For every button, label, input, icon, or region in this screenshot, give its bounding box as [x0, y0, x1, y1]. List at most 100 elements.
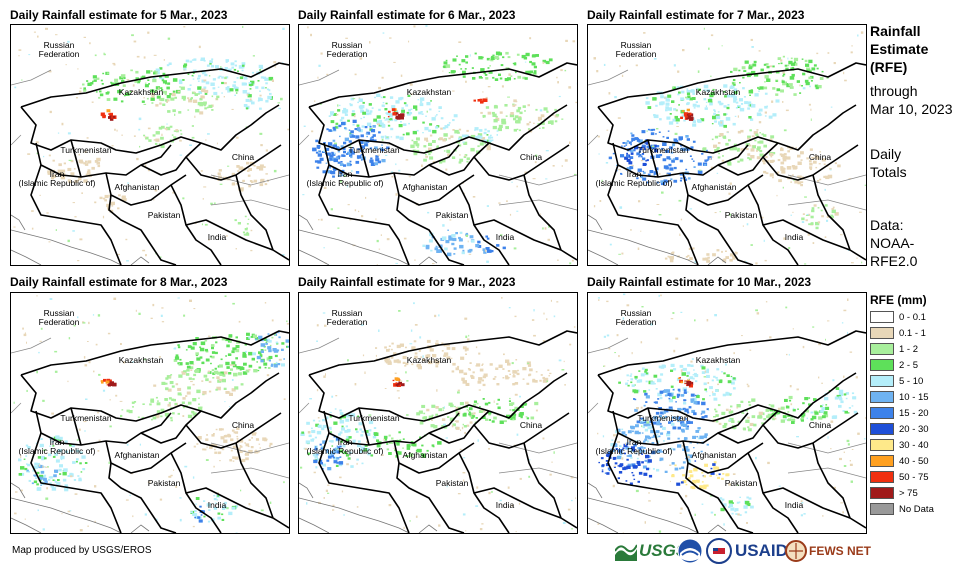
rain-cell — [316, 389, 319, 392]
rain-cell — [357, 440, 361, 443]
country-border — [105, 440, 187, 474]
rain-cell — [229, 88, 234, 92]
rain-cell — [804, 263, 807, 265]
rain-cell — [501, 119, 505, 122]
rain-cell — [498, 364, 503, 368]
label-china: China — [231, 420, 255, 430]
rain-cell — [810, 118, 812, 121]
rain-cell — [156, 416, 159, 419]
rain-cell — [509, 397, 511, 400]
rain-cell — [529, 60, 532, 64]
rain-cell — [432, 161, 435, 163]
rain-cell — [377, 160, 381, 164]
rain-cell — [801, 221, 805, 223]
rain-cell — [695, 395, 700, 399]
rain-cell — [640, 446, 644, 449]
usgs-logo: USGS — [615, 538, 687, 564]
rain-cell — [501, 121, 505, 125]
rain-cell — [50, 484, 55, 488]
rain-cell — [59, 436, 63, 440]
rain-cell — [810, 411, 814, 414]
rain-cell — [259, 354, 263, 357]
rain-cell — [788, 418, 792, 421]
rain-cell — [49, 476, 53, 479]
rain-cell — [683, 391, 687, 394]
rain-cell — [840, 502, 844, 504]
rain-cell — [801, 413, 806, 417]
rain-cell — [466, 409, 469, 411]
rain-cell — [350, 164, 352, 166]
rain-cell — [250, 249, 253, 252]
rain-cell — [147, 481, 151, 483]
rain-cell — [338, 433, 342, 436]
rain-cell — [316, 430, 322, 435]
rain-cell — [690, 364, 694, 367]
rain-cell — [389, 37, 392, 39]
rain-cell — [77, 316, 79, 319]
rain-cell — [433, 361, 436, 363]
rain-cell — [760, 68, 764, 72]
rain-cell — [792, 328, 794, 330]
rain-cell — [273, 364, 278, 368]
rain-cell — [344, 127, 347, 130]
rain-cell — [183, 26, 186, 28]
rain-cell — [143, 97, 145, 99]
rain-cell — [825, 175, 830, 180]
rain-cell — [778, 485, 781, 487]
rain-cell — [630, 456, 633, 459]
rain-cell — [439, 137, 443, 141]
rain-cell — [462, 141, 465, 144]
rain-cell — [680, 177, 683, 180]
rain-cell — [183, 98, 186, 101]
rain-cell — [549, 372, 552, 375]
rain-cell — [315, 423, 320, 427]
rain-cell — [438, 110, 441, 112]
rain-cell — [475, 417, 478, 419]
rain-cell — [204, 223, 208, 226]
rain-cell — [491, 111, 495, 115]
rain-cell — [827, 320, 830, 322]
rain-cell — [550, 299, 552, 302]
rain-cell — [258, 443, 261, 445]
rain-cell — [231, 379, 234, 381]
rain-cell — [153, 199, 155, 201]
rain-cell — [235, 88, 239, 92]
rain-cell — [529, 70, 533, 74]
rain-cell — [728, 500, 733, 504]
rain-cell — [800, 183, 803, 187]
rain-cell — [462, 70, 466, 74]
rain-cell — [659, 425, 663, 428]
rain-cell — [107, 332, 111, 335]
rain-cell — [339, 412, 344, 415]
rain-cell — [488, 413, 491, 416]
rain-cell — [655, 451, 658, 453]
rain-cell — [808, 223, 811, 226]
label-pakistan: Pakistan — [724, 210, 758, 220]
rain-cell — [471, 376, 475, 379]
rain-cell — [727, 131, 729, 133]
rain-cell — [141, 416, 145, 419]
rain-cell — [630, 373, 633, 375]
rain-cell — [263, 438, 268, 442]
rain-cell — [700, 450, 703, 453]
rain-cell — [217, 86, 220, 88]
rain-cell — [26, 389, 28, 392]
rain-cell — [37, 509, 39, 512]
rain-cell — [511, 416, 516, 421]
rain-cell — [398, 310, 401, 312]
rain-cell — [195, 369, 200, 373]
rain-cell — [377, 154, 380, 156]
rain-cell — [542, 126, 545, 129]
rain-cell — [483, 139, 488, 143]
rain-cell — [47, 173, 50, 175]
rain-cell — [369, 147, 373, 150]
rain-cell — [419, 421, 424, 425]
label-kazakhstan: Kazakhstan — [695, 87, 741, 97]
rain-cell — [347, 204, 350, 206]
rain-cell — [233, 68, 237, 71]
rainfall-map-svg — [11, 295, 289, 533]
rain-cell — [824, 204, 828, 207]
rain-cell — [661, 451, 664, 453]
rain-cell — [451, 156, 456, 159]
rain-cell — [316, 166, 320, 169]
